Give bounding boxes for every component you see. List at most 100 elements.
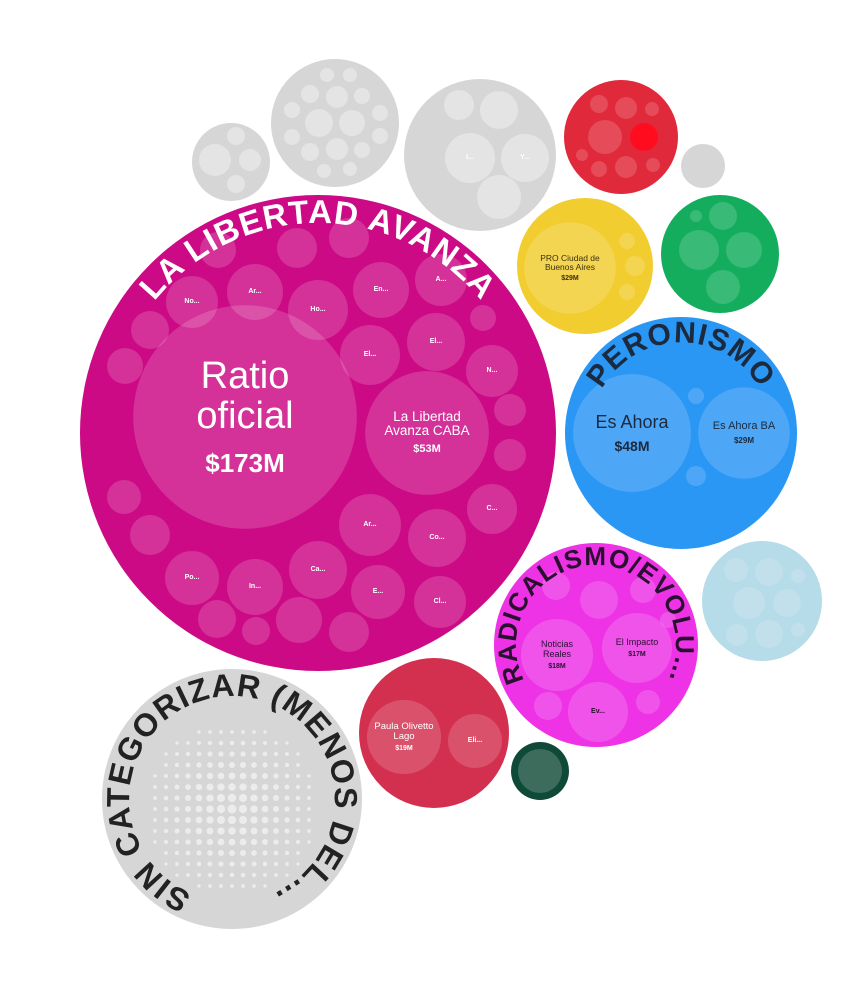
tiny-bubble	[207, 850, 213, 856]
child-name: Noticias Reales	[540, 639, 573, 659]
tiny-bubble	[195, 827, 203, 835]
child-label-box: El...	[429, 338, 443, 346]
tiny-bubble	[250, 827, 258, 835]
child-bubble	[501, 134, 549, 182]
child-label: C...	[467, 484, 517, 534]
child-bubble	[365, 371, 489, 495]
tiny-bubble	[174, 773, 180, 779]
tiny-bubble	[195, 783, 203, 791]
sub-bubble	[755, 620, 783, 648]
child-label: En...	[353, 262, 409, 318]
tiny-bubble	[217, 772, 225, 780]
sub-bubble	[130, 515, 170, 555]
sub-bubble	[329, 612, 369, 652]
tiny-bubble	[284, 817, 290, 823]
tiny-bubble	[217, 816, 225, 824]
sub-bubble	[326, 138, 348, 160]
sub-bubble	[615, 97, 637, 119]
child-name: Ar...	[248, 288, 262, 296]
group-circle	[80, 195, 556, 671]
tiny-bubble	[175, 873, 179, 877]
tiny-bubble	[185, 762, 191, 768]
tiny-bubble	[230, 884, 234, 888]
child-label: Eli...	[448, 714, 502, 768]
tiny-bubble	[153, 785, 157, 789]
sub-bubble	[726, 624, 748, 646]
tiny-bubble	[273, 784, 279, 790]
tiny-bubble	[239, 783, 247, 791]
tiny-bubble	[163, 773, 169, 779]
tiny-bubble	[229, 861, 235, 867]
tiny-bubble	[251, 740, 257, 746]
tiny-bubble	[250, 794, 258, 802]
sub-bubble	[199, 144, 231, 176]
tiny-bubble	[285, 741, 289, 745]
child-label: Co...	[408, 509, 466, 567]
tiny-bubble	[185, 795, 191, 801]
sub-bubble	[688, 388, 704, 404]
tiny-bubble	[196, 839, 202, 845]
child-label: Es Ahora $48M	[573, 374, 691, 492]
group-circle	[271, 59, 399, 187]
tiny-bubble	[207, 740, 213, 746]
child-bubble	[407, 313, 465, 371]
child-name: Po...	[184, 574, 200, 582]
tiny-bubble	[263, 884, 267, 888]
sub-bubble	[480, 91, 518, 129]
child-name: Ca...	[310, 566, 326, 574]
sub-bubble	[343, 162, 357, 176]
tiny-bubble	[174, 828, 180, 834]
child-bubble	[573, 374, 691, 492]
tiny-bubble	[185, 850, 191, 856]
child-label-box: El Impacto $17M	[616, 637, 659, 658]
child-name: Ev...	[591, 708, 605, 716]
child-label: In...	[227, 559, 283, 615]
tiny-bubble	[153, 774, 157, 778]
child-label-box: I...	[445, 133, 495, 183]
child-label: N...	[466, 345, 518, 397]
sub-bubble	[200, 232, 236, 268]
sub-bubble	[590, 95, 608, 113]
tiny-bubble	[227, 793, 237, 803]
group-circle	[517, 198, 653, 334]
tiny-bubble	[206, 816, 214, 824]
tiny-bubble	[218, 762, 224, 768]
tiny-bubble	[261, 805, 269, 813]
child-label-box: Ratio oficial $173M	[196, 356, 293, 476]
tiny-bubble	[239, 838, 247, 846]
child-bubble	[698, 387, 790, 479]
tiny-bubble	[261, 827, 269, 835]
child-label: Ar...	[227, 264, 283, 320]
tiny-bubble	[196, 861, 202, 867]
tiny-bubble	[274, 741, 278, 745]
tiny-bubble	[164, 752, 168, 756]
tiny-bubble	[163, 784, 169, 790]
child-value: $29M	[561, 274, 579, 282]
child-label: I...	[445, 133, 495, 183]
tiny-bubble	[216, 804, 226, 814]
sub-bubble	[534, 692, 562, 720]
tiny-bubble	[229, 872, 235, 878]
tiny-bubble	[153, 840, 157, 844]
child-label: PRO Ciudad de Buenos Aires $29M	[524, 222, 616, 314]
tiny-bubble	[295, 828, 301, 834]
child-value: $48M	[614, 437, 650, 454]
sub-bubble	[444, 90, 474, 120]
child-bubble	[227, 559, 283, 615]
tiny-bubble	[296, 851, 300, 855]
tiny-bubble	[217, 794, 225, 802]
child-bubble	[165, 551, 219, 605]
tiny-bubble	[295, 839, 301, 845]
tiny-bubble	[206, 772, 214, 780]
child-name: El...	[429, 338, 443, 346]
child-name: Es Ahora	[595, 411, 669, 432]
child-label-box: E...	[373, 588, 384, 595]
tiny-bubble	[285, 752, 289, 756]
tiny-bubble	[164, 862, 168, 866]
tiny-bubble	[284, 806, 290, 812]
sub-bubble	[591, 161, 607, 177]
child-label: No...	[166, 276, 218, 328]
tiny-bubble	[228, 772, 236, 780]
child-bubble	[133, 305, 357, 529]
